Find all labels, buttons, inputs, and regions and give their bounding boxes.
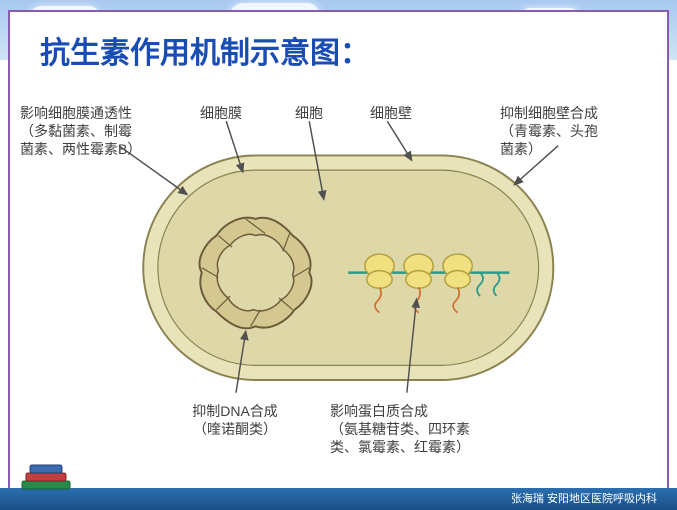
books-icon	[18, 457, 74, 502]
label-membrane-perm: 影响细胞膜通透性 （多黏菌素、制霉 菌素、两性霉素B）	[20, 104, 165, 159]
label-protein-synth: 影响蛋白质合成 （氨基糖苷类、四环素 类、氯霉素、红霉素）	[330, 402, 520, 457]
footer-credit: 张海瑞 安阳地区医院呼吸内科	[511, 493, 657, 505]
slide-title: 抗生素作用机制示意图：	[40, 28, 370, 72]
label-cell-wall: 细胞壁	[370, 104, 412, 122]
mechanism-diagram: 影响细胞膜通透性 （多黏菌素、制霉 菌素、两性霉素B） 细胞膜 细胞 细胞壁 抑…	[20, 92, 657, 463]
slide-frame: 抗生素作用机制示意图：	[8, 10, 669, 495]
arrow-cell-wall	[387, 121, 411, 160]
label-cell: 细胞	[295, 104, 323, 122]
footer-bar: 张海瑞 安阳地区医院呼吸内科	[0, 488, 677, 510]
label-cell-membrane: 细胞膜	[200, 104, 242, 122]
label-wall-synth: 抑制细胞壁合成 （青霉素、头孢 菌素）	[500, 104, 650, 159]
label-dna-synth: 抑制DNA合成 （喹诺酮类）	[170, 402, 300, 438]
